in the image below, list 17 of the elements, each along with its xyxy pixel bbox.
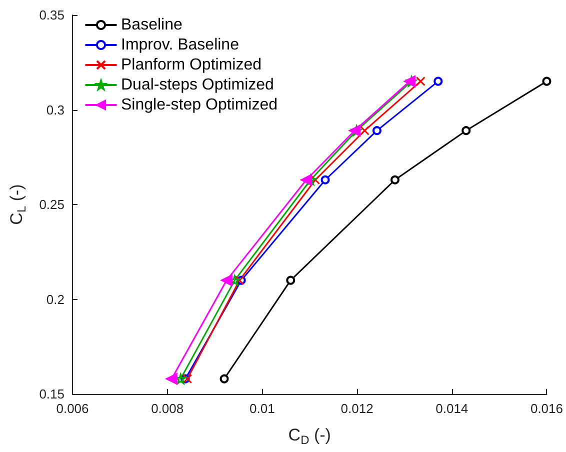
y-tick-label: 0.35 [39, 8, 64, 22]
x-tick-label: 0.012 [340, 401, 374, 416]
y-tick-label: 0.2 [46, 292, 64, 307]
legend-label: Improv. Baseline [121, 36, 240, 54]
legend-label: Single-step Optimized [121, 96, 278, 114]
x-tick-label: 0.01 [250, 401, 275, 416]
y-axis-title: CL (-) [7, 184, 28, 225]
x-tick-label: 0.008 [151, 401, 184, 416]
x-tick-label: 0.016 [530, 401, 564, 416]
y-tick-label: 0.3 [46, 102, 64, 118]
x-tick-label: 0.006 [56, 401, 89, 416]
legend-label: Baseline [121, 16, 182, 34]
x-tick-label: 0.014 [436, 401, 468, 416]
legend-label: Planform Optimized [121, 56, 262, 74]
legend-label: Dual-steps Optimized [121, 76, 274, 94]
y-tick-label: 0.25 [39, 197, 64, 212]
y-tick-label: 0.15 [39, 386, 64, 402]
